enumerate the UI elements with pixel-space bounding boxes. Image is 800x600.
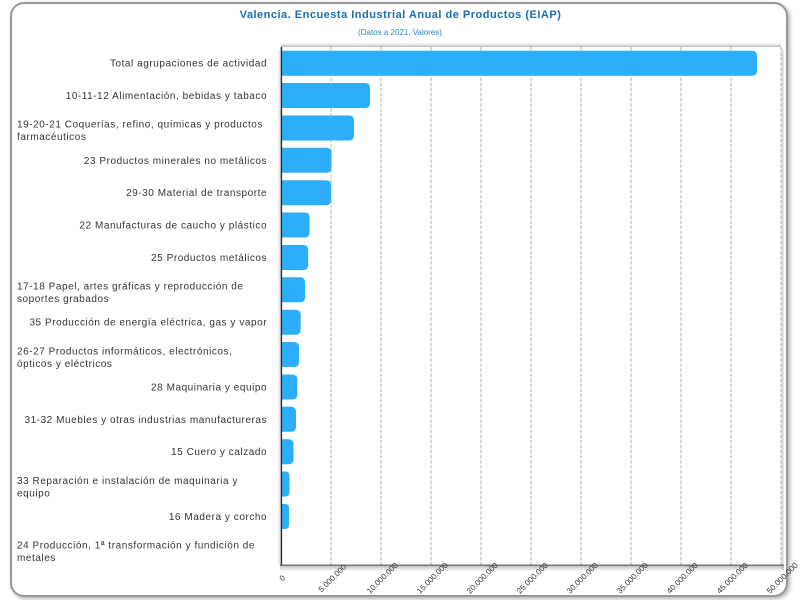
svg-text:Valencia. Encuesta Industrial: Valencia. Encuesta Industrial Anual de P… (240, 9, 562, 21)
svg-text:20.000.000: 20.000.000 (465, 561, 500, 596)
svg-text:metales: metales (17, 553, 56, 564)
svg-text:45.000.000: 45.000.000 (715, 561, 750, 596)
svg-text:(Datos a 2021. Valores): (Datos a 2021. Valores) (358, 28, 442, 37)
svg-text:28 Maquinaria y equipo: 28 Maquinaria y equipo (151, 382, 267, 393)
svg-text:equipo: equipo (17, 488, 50, 499)
svg-text:0: 0 (278, 573, 288, 583)
svg-text:30.000.000: 30.000.000 (565, 561, 600, 596)
svg-text:23 Productos minerales no metá: 23 Productos minerales no metálicos (84, 156, 267, 167)
svg-text:ópticos y eléctricos: ópticos y eléctricos (17, 359, 112, 370)
svg-text:10-11-12 Alimentación, bebidas: 10-11-12 Alimentación, bebidas y tabaco (66, 91, 267, 102)
svg-text:31-32 Muebles y otras industri: 31-32 Muebles y otras industrias manufac… (24, 415, 267, 426)
svg-text:25 Productos metálicos: 25 Productos metálicos (151, 253, 267, 264)
svg-text:33 Reparación e instalación de: 33 Reparación e instalación de maquinari… (17, 476, 238, 487)
svg-text:15.000.000: 15.000.000 (415, 561, 450, 596)
svg-text:35 Producción de energía eléct: 35 Producción de energía eléctrica, gas … (29, 318, 267, 329)
svg-text:17-18 Papel, artes gráficas y: 17-18 Papel, artes gráficas y reproducci… (17, 282, 244, 293)
svg-text:19-20-21 Coquerías, refino, qu: 19-20-21 Coquerías, refino, químicas y p… (17, 120, 263, 131)
svg-text:35.000.000: 35.000.000 (615, 561, 650, 596)
svg-text:24 Producción, 1ª transformaci: 24 Producción, 1ª transformación y fundi… (17, 541, 255, 552)
svg-text:Total agrupaciones de activida: Total agrupaciones de actividad (110, 59, 267, 70)
svg-text:22 Manufacturas de caucho y pl: 22 Manufacturas de caucho y plástico (79, 221, 267, 232)
svg-text:40.000.000: 40.000.000 (665, 561, 700, 596)
svg-text:29-30 Material de transporte: 29-30 Material de transporte (126, 188, 267, 199)
svg-text:26-27 Productos informáticos,: 26-27 Productos informáticos, electrónic… (17, 346, 232, 357)
svg-text:15 Cuero y calzado: 15 Cuero y calzado (171, 447, 267, 458)
svg-text:soportes grabados: soportes grabados (17, 294, 109, 305)
svg-text:25.000.000: 25.000.000 (515, 561, 550, 596)
svg-text:16 Madera y corcho: 16 Madera y corcho (169, 512, 267, 523)
svg-text:10.000.000: 10.000.000 (365, 561, 400, 596)
svg-text:farmacéuticos: farmacéuticos (17, 132, 86, 143)
